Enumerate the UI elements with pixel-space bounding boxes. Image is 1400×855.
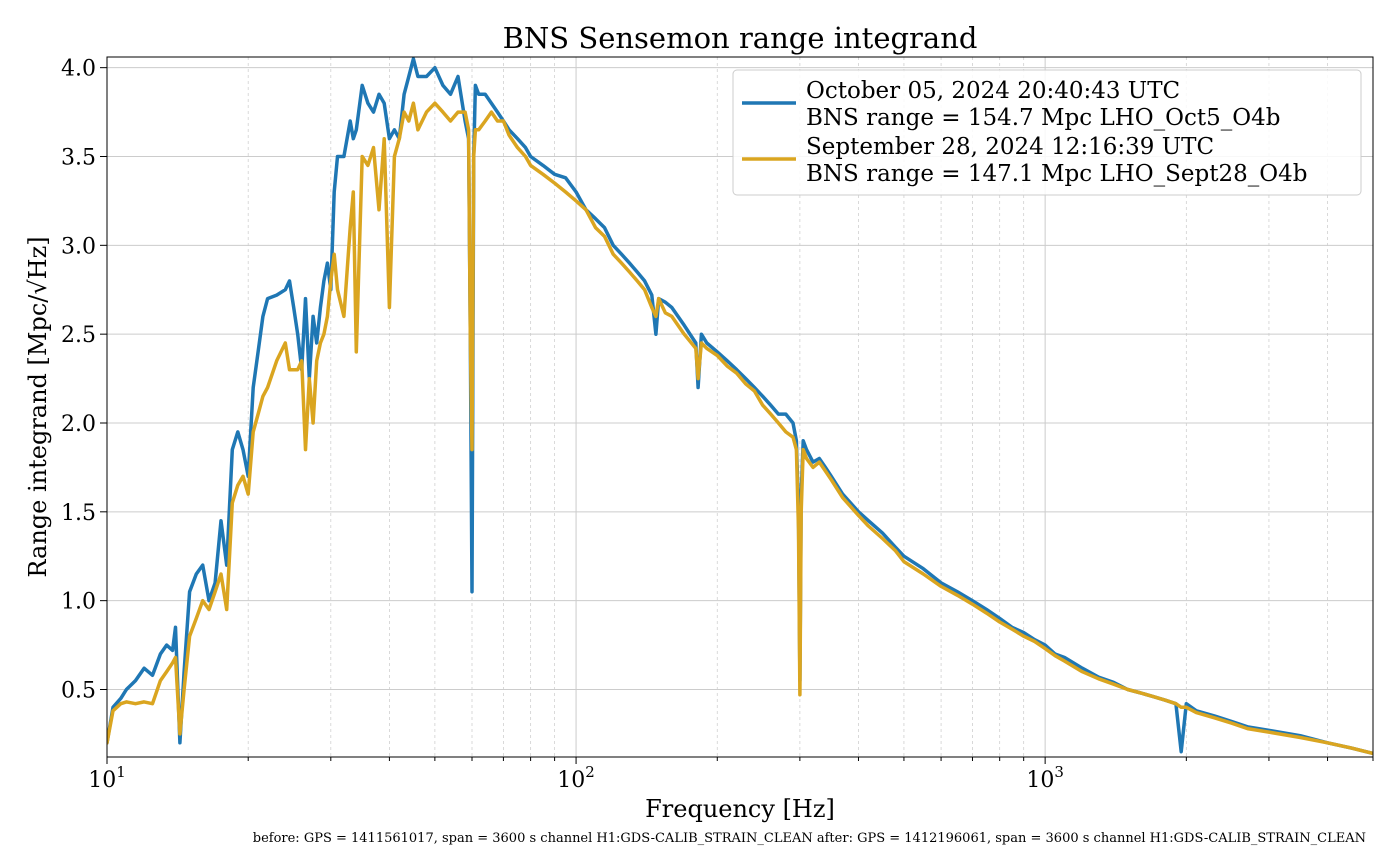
y-tick-label: 0.5 [61, 678, 96, 703]
axis-ticks: 101 102 103 0.5 1.0 1.5 2.0 2.5 3.0 3.5 4.0 [61, 57, 1374, 793]
series-line-sept28 [107, 101, 1373, 756]
plot-frame [106, 56, 1374, 758]
legend-box [732, 69, 1362, 196]
x-tick-label: 101 [88, 763, 126, 793]
x-axis-label: Frequency [Hz] [645, 795, 835, 823]
y-tick-label: 2.0 [61, 412, 96, 437]
legend-label-sept28-line1: September 28, 2024 12:16:39 UTC [806, 134, 1214, 160]
y-axis-label: Range integrand [Mpc/√Hz] [24, 236, 52, 577]
legend-label-sept28-line2: BNS range = 147.1 Mpc LHO_Sept28_O4b [806, 161, 1307, 187]
series-line-oct5 [107, 57, 1373, 756]
y-tick-label: 1.5 [61, 501, 96, 526]
legend: October 05, 2024 20:40:43 UTC BNS range … [732, 69, 1362, 196]
chart-title: BNS Sensemon range integrand [503, 21, 978, 55]
footnote: before: GPS = 1411561017, span = 3600 s … [253, 831, 1366, 846]
x-tick-label: 102 [557, 763, 595, 793]
series-layer [107, 57, 1373, 756]
y-tick-label: 3.0 [61, 234, 96, 259]
legend-label-oct5-line1: October 05, 2024 20:40:43 UTC [806, 78, 1180, 104]
y-tick-label: 1.0 [61, 590, 96, 615]
legend-label-oct5-line2: BNS range = 154.7 Mpc LHO_Oct5_O4b [806, 105, 1280, 131]
y-tick-label: 2.5 [61, 323, 96, 348]
y-tick-label: 4.0 [61, 57, 96, 82]
x-tick-label: 103 [1026, 763, 1064, 793]
y-tick-label: 3.5 [61, 145, 96, 170]
